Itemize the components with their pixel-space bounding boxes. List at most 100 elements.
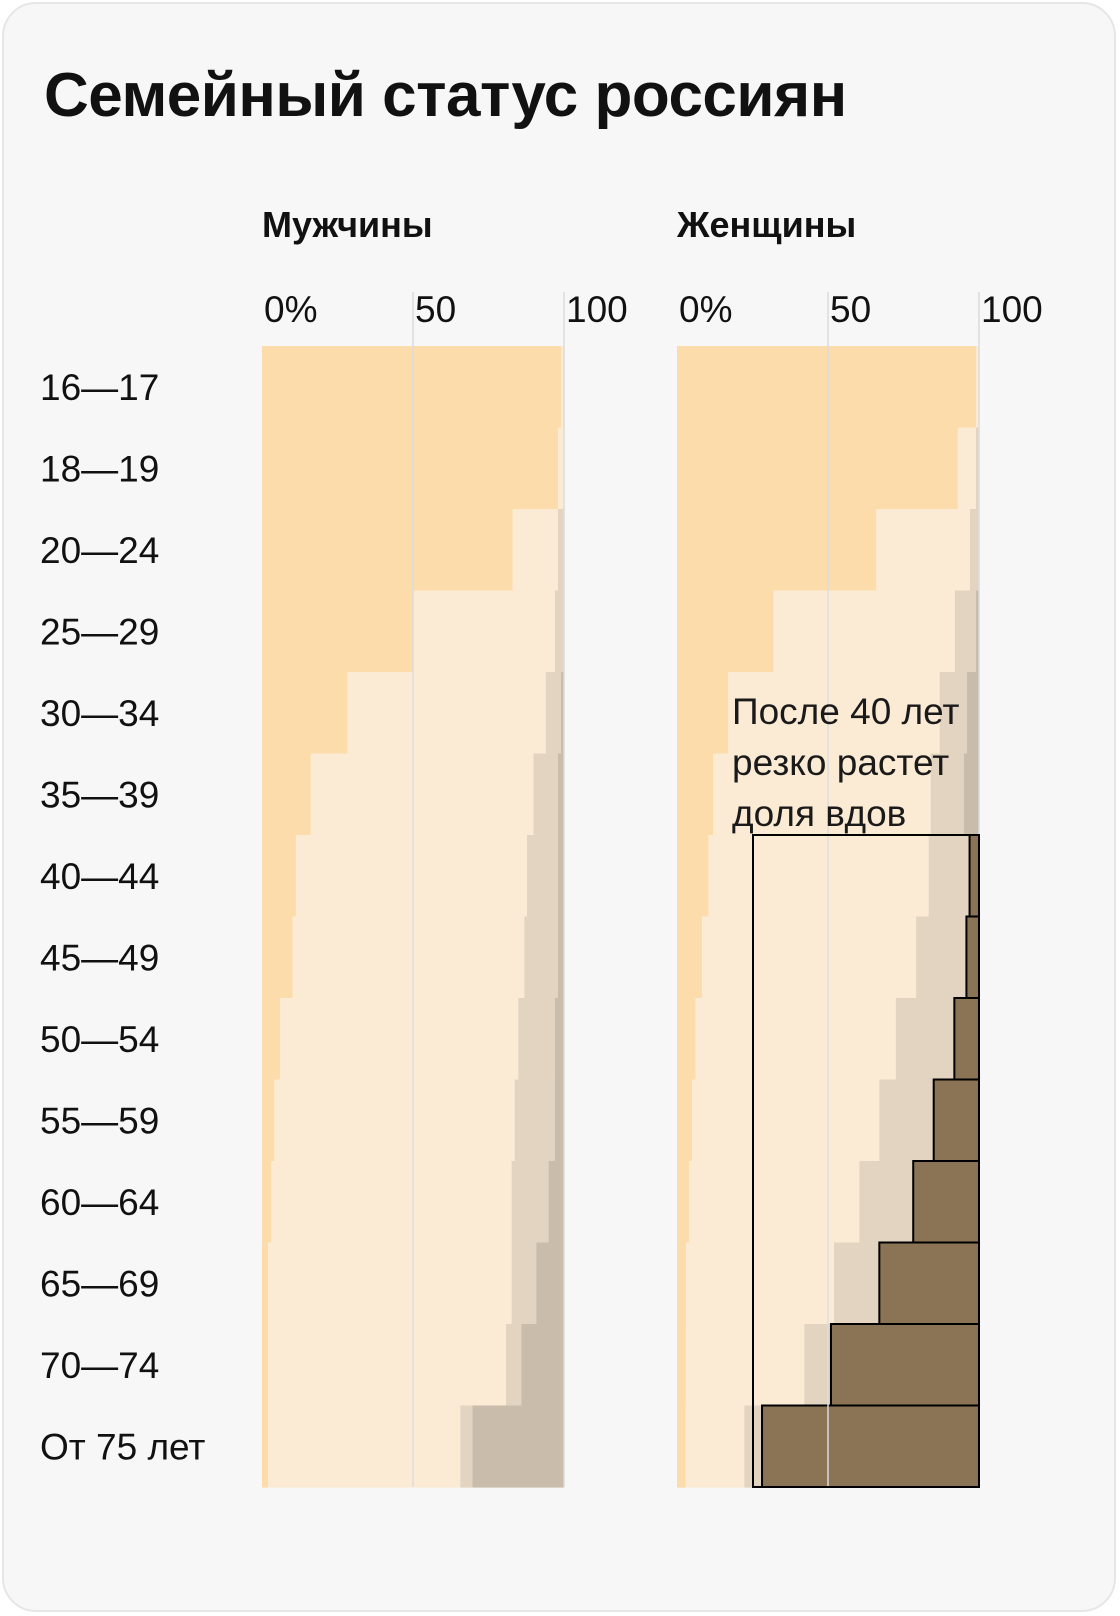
bar-segment (554, 998, 564, 1081)
bar-segment (685, 1324, 805, 1407)
bar-segment (262, 998, 281, 1081)
bar-segment (702, 916, 917, 999)
annotation-widows: После 40 лет резко растет доля вдов (732, 691, 960, 834)
bar-segment (966, 672, 979, 755)
bar-segment (773, 590, 955, 673)
bar-segment (969, 509, 979, 592)
row-label: 65—69 (40, 1263, 159, 1304)
bar-segment (557, 916, 564, 999)
x-tick-label: 0% (264, 289, 317, 330)
bar-segment (695, 998, 896, 1081)
bar-segment (262, 1079, 275, 1162)
bar-segment (506, 1324, 522, 1407)
bar-segment (554, 590, 564, 673)
bar-segment (859, 1161, 914, 1244)
bar-segment (939, 672, 967, 755)
chart-title: Семейный статус россиян (44, 61, 847, 130)
row-label: 35—39 (40, 774, 159, 815)
x-tick-label: 0% (679, 289, 732, 330)
bar-segment (262, 916, 293, 999)
bar-segment (916, 916, 967, 999)
bar-segment (708, 835, 929, 918)
bar-segment (413, 590, 555, 673)
x-tick-label: 100 (981, 289, 1043, 330)
bar-segment (728, 672, 940, 755)
bar-segment (677, 590, 774, 673)
bar-segment (677, 1405, 686, 1488)
row-label: 25—29 (40, 611, 159, 652)
bar-segment (557, 427, 564, 510)
x-tick-label: 50 (415, 289, 456, 330)
bar-segment (912, 1160, 981, 1244)
bar-segment (975, 427, 979, 510)
bar-segment (688, 1161, 860, 1244)
bar-segment (965, 915, 981, 999)
bar-segment (895, 998, 955, 1081)
bar-segment (677, 998, 696, 1081)
bar-segment (879, 1079, 934, 1162)
bar-segment (262, 1405, 269, 1488)
bar-segment (677, 916, 703, 999)
bar-segment (677, 1079, 693, 1162)
bar-segment (271, 1161, 512, 1244)
bar-segment (677, 346, 976, 429)
bar-segment (514, 1079, 555, 1162)
bar-segment (677, 753, 714, 836)
bar-segment (533, 753, 558, 836)
bar-segment (268, 1324, 507, 1407)
bar-segment (460, 1405, 473, 1488)
bar-segment (829, 1323, 980, 1407)
bar-segment (878, 1241, 981, 1325)
bar-segment (557, 509, 564, 592)
bar-segment (262, 346, 561, 429)
bar-segment (954, 590, 976, 673)
bar-segment (262, 835, 296, 918)
row-label: 20—24 (40, 530, 159, 571)
bar-segment (692, 1079, 880, 1162)
bar-segment (557, 835, 564, 918)
row-label: 16—17 (40, 367, 159, 408)
bar-segment (677, 1161, 689, 1244)
bar-segment (677, 835, 709, 918)
bar-segment (834, 1242, 880, 1325)
highlight-frame (752, 834, 980, 1488)
bar-segment (876, 509, 970, 592)
row-label: 40—44 (40, 856, 159, 897)
bar-segment (262, 1242, 269, 1325)
panel-title-women: Женщины (677, 204, 857, 245)
bar-segment (930, 753, 964, 836)
row-label: 30—34 (40, 693, 159, 734)
bar-segment (975, 590, 979, 673)
bar-segment (963, 753, 979, 836)
bar-segment (518, 998, 555, 1081)
bar-segment (262, 590, 413, 673)
bar-segment (677, 1242, 687, 1325)
row-label: 18—19 (40, 448, 159, 489)
bar-segment (262, 753, 311, 836)
bar-segment (527, 835, 558, 918)
bar-segment (268, 1405, 461, 1488)
bar-segment (262, 672, 348, 755)
bar-segment (262, 427, 558, 510)
bar-segment (560, 672, 564, 755)
bar-segment (511, 1161, 549, 1244)
bar-segment (280, 998, 519, 1081)
bar-segment (511, 1242, 537, 1325)
bar-segment (292, 916, 525, 999)
bar-segment (554, 1079, 564, 1162)
bar-segment (677, 427, 958, 510)
bar-segment (713, 753, 931, 836)
row-label: 45—49 (40, 937, 159, 978)
bar-segment (548, 1161, 564, 1244)
bar-segment (524, 916, 558, 999)
bar-segment (677, 1324, 686, 1407)
bar-segment (295, 835, 528, 918)
row-label: 55—59 (40, 1100, 159, 1141)
bar-segment (557, 753, 564, 836)
bar-segment (804, 1324, 831, 1407)
bar-segment (262, 1324, 269, 1407)
x-tick-label: 50 (830, 289, 871, 330)
bar-segment (957, 427, 976, 510)
bar-segment (953, 997, 980, 1081)
